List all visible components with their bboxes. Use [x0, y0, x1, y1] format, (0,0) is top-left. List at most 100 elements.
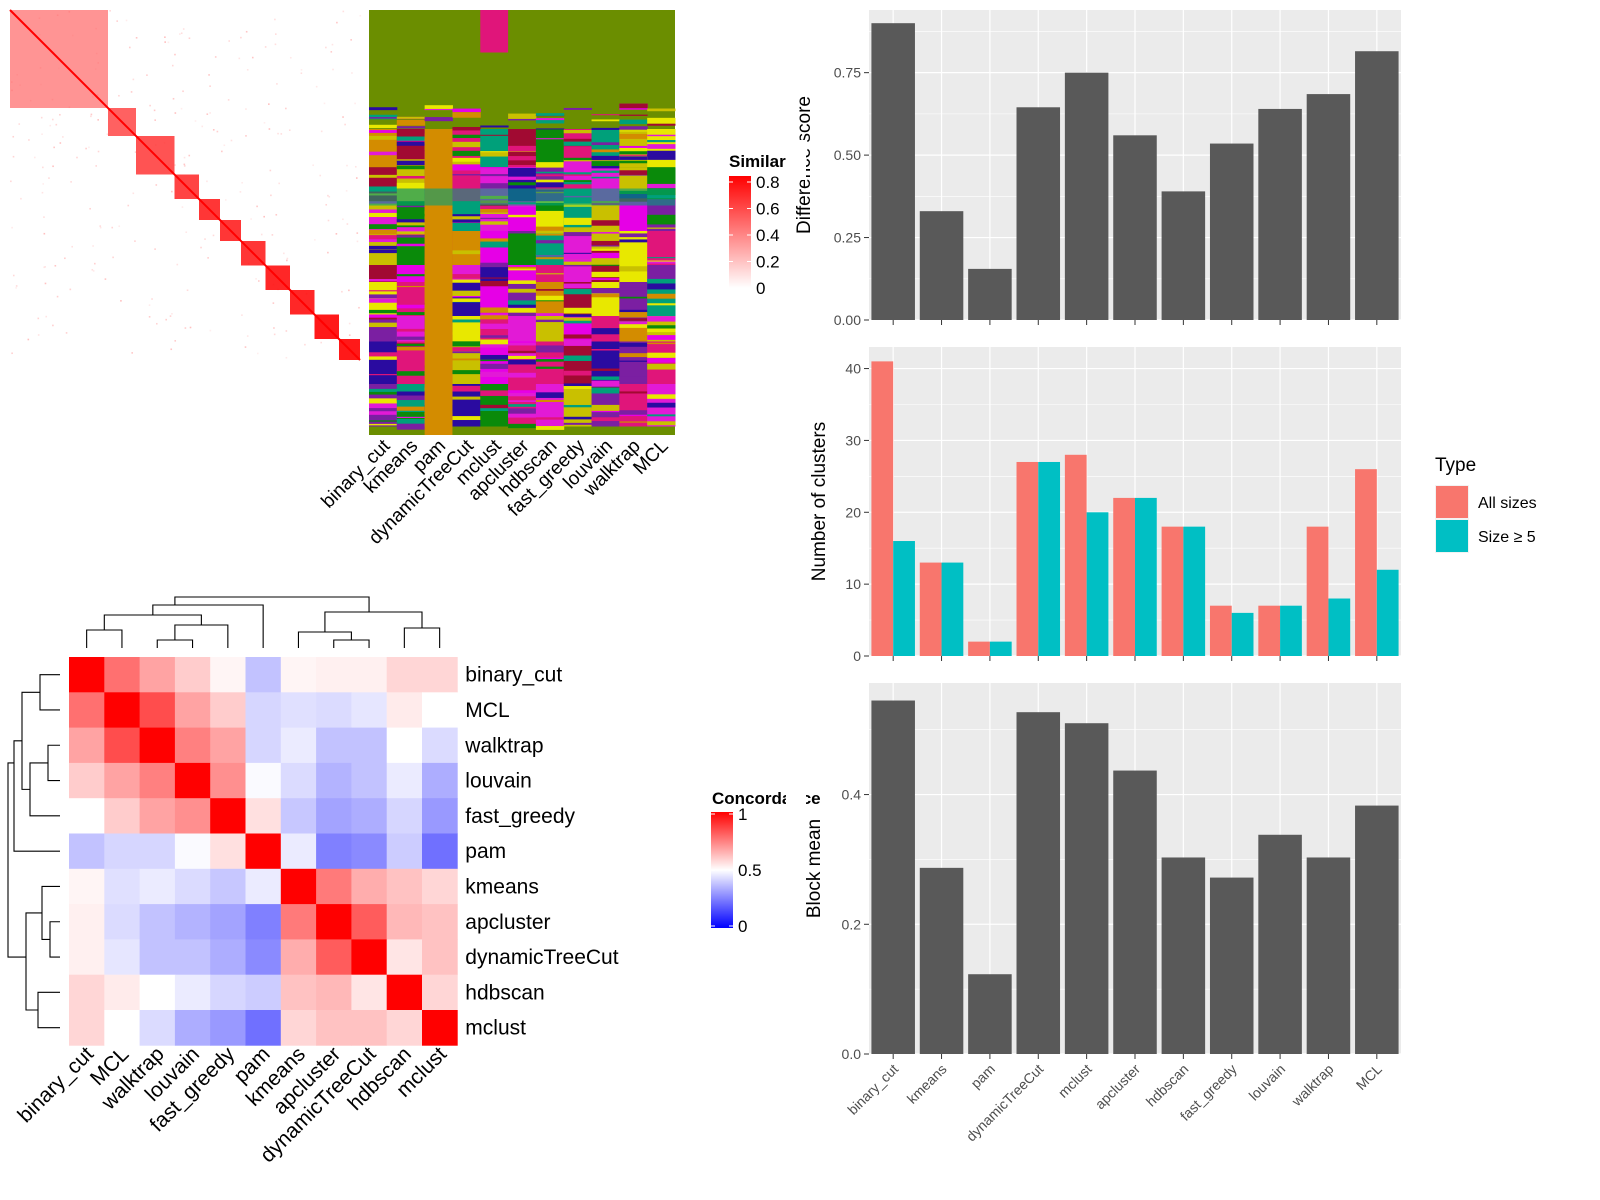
bar [1064, 454, 1087, 656]
assignment-band [619, 201, 648, 231]
similarity-noise-cell [11, 226, 13, 229]
similarity-noise-cell [277, 132, 279, 135]
assignment-stripe [619, 391, 648, 394]
assignment-band [591, 282, 620, 316]
similarity-noise-cell [34, 156, 36, 159]
concordance-cell [104, 657, 140, 693]
bar [1209, 143, 1254, 320]
assignment-stripe [619, 130, 648, 132]
assignment-stripe [508, 266, 537, 269]
concordance-cell [316, 833, 352, 870]
assignment-band [396, 265, 426, 282]
similarity-noise-cell [272, 302, 275, 304]
assignment-band [480, 341, 509, 384]
assignment-stripe [591, 170, 620, 173]
similarity-noise-cell [345, 190, 348, 192]
similarity-noise-cell [224, 199, 227, 201]
bar [1038, 461, 1061, 656]
concordance-cell [245, 833, 282, 870]
concordance-cell [104, 904, 140, 940]
similarity-noise-cell [356, 232, 359, 234]
concordance-cell [386, 762, 423, 799]
concordance-cell [422, 974, 458, 1011]
concordance-dendrogram-top [174, 596, 370, 612]
assignment-stripe [591, 380, 620, 387]
assignment-stripe [619, 421, 648, 423]
concordance-row-label: fast_greedy [465, 805, 575, 828]
assignment-stripe [480, 203, 509, 210]
similarity-noise-cell [130, 91, 133, 93]
similarity-noise-cell [194, 120, 197, 122]
similarity-noise-cell [180, 32, 183, 35]
assignment-stripe [369, 355, 398, 360]
assignment-stripe [619, 296, 648, 299]
similarity-noise-cell [348, 322, 351, 325]
concordance-cell [386, 974, 423, 1011]
assignment-stripe [647, 402, 676, 408]
concordance-dendrogram-left [29, 762, 60, 817]
assignment-stripe [452, 141, 481, 148]
assignment-stripe [508, 176, 537, 180]
similarity-diagonal [9, 9, 361, 361]
similarity-noise-cell [275, 213, 278, 216]
similarity-noise-cell [358, 306, 360, 309]
assignment-pam-band [424, 129, 453, 435]
similarity-noise-cell [285, 330, 288, 332]
assignment-stripe [396, 136, 426, 141]
bar [1064, 72, 1109, 320]
assignment-stripe [452, 351, 481, 354]
assignment-accent [369, 188, 675, 206]
similarity-noise-cell [118, 225, 121, 228]
similarity-noise-cell [164, 36, 166, 39]
assignment-stripe [563, 416, 593, 420]
concordance-column-label: binary_cut [13, 1042, 98, 1127]
similarity-noise-cell [351, 72, 353, 74]
similarity-noise-cell [230, 139, 233, 142]
assignment-band [647, 341, 676, 384]
similarity-noise-cell [59, 142, 62, 144]
bar [1161, 526, 1184, 656]
assignment-stripe [591, 176, 620, 179]
assignment-stripe [369, 279, 398, 282]
concordance-row-label: binary_cut [465, 664, 562, 687]
assignment-stripe [535, 426, 565, 430]
assignment-stripe [480, 335, 509, 338]
assignment-stripe [647, 154, 676, 160]
assignment-stripe [480, 315, 509, 320]
similarity-noise-cell [53, 146, 55, 149]
similarity-noise-cell [52, 165, 54, 168]
assignment-stripe [619, 309, 648, 314]
assignment-stripe [647, 325, 676, 329]
similarity-noise-cell [182, 28, 185, 30]
concordance-cell [210, 939, 246, 976]
assignment-stripe [396, 234, 426, 236]
assignment-stripe [369, 151, 398, 156]
similarity-noise-cell [245, 108, 247, 110]
similarity-noise-cell [174, 164, 176, 166]
assignment-stripe [452, 294, 481, 298]
similarity-noise-cell [97, 150, 100, 153]
similarity-noise-cell [348, 334, 351, 336]
similarity-noise-cell [171, 312, 173, 315]
concordance-cell [69, 798, 105, 834]
similarity-noise-cell [256, 352, 259, 355]
assignment-stripe [480, 208, 509, 213]
similarity-noise-cell [49, 124, 52, 127]
bar [1183, 526, 1206, 656]
similarity-noise-cell [183, 156, 186, 159]
assignment-stripe [369, 314, 398, 318]
assignment-stripe [563, 355, 593, 361]
concordance-cell [351, 1010, 388, 1046]
concordance-cell [386, 868, 423, 905]
assignment-stripe [563, 130, 593, 134]
similarity-noise-cell [304, 343, 306, 346]
bar [1355, 51, 1399, 321]
y-tick-label: 0.2 [842, 916, 862, 932]
similarity-noise-cell [62, 136, 64, 138]
assignment-stripe [396, 412, 426, 417]
similarity-noise-cell [264, 46, 267, 48]
similarity-noise-cell [341, 290, 343, 293]
bar [1258, 605, 1281, 656]
similarity-noise-cell [228, 40, 231, 42]
assignment-stripe [563, 157, 593, 161]
